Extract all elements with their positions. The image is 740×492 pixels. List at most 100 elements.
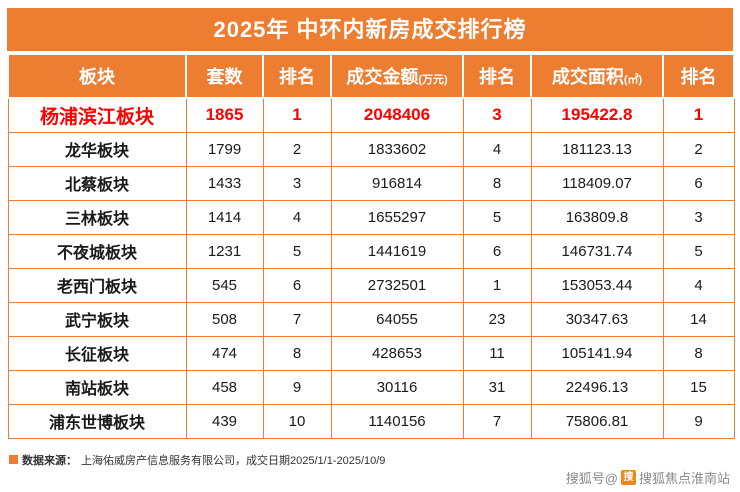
cell-amount: 1833602 (330, 131, 464, 167)
col-header-label: 成交面积 (551, 67, 624, 87)
cell-amount-rank: 6 (462, 233, 532, 269)
table-row: 南站板块 458 9 30116 31 22496.13 15 (7, 369, 735, 405)
cell-area-rank: 3 (662, 199, 735, 235)
col-header-units-rank: 排名 (262, 53, 332, 99)
cell-block: 龙华板块 (7, 131, 187, 167)
sohu-watermark: 搜狐号@ 搜 搜狐焦点淮南站 (566, 468, 730, 487)
orange-bullet-icon (9, 455, 18, 464)
cell-amount: 916814 (330, 165, 464, 201)
watermark-account-name: 搜狐焦点淮南站 (638, 471, 730, 486)
cell-block: 三林板块 (7, 199, 187, 235)
data-source-label: 数据来源： (22, 454, 77, 467)
table-header: 板块 套数 排名 成交金额(万元) 排名 成交面积(㎡) 排名 (7, 53, 735, 99)
table-row: 长征板块 474 8 428653 11 105141.94 8 (7, 335, 735, 371)
cell-area-rank: 1 (662, 97, 735, 133)
cell-amount: 1655297 (330, 199, 464, 235)
cell-area: 105141.94 (530, 335, 664, 371)
cell-area: 146731.74 (530, 233, 664, 269)
cell-amount: 1441619 (330, 233, 464, 269)
cell-area: 30347.63 (530, 301, 664, 337)
header-row: 板块 套数 排名 成交金额(万元) 排名 成交面积(㎡) 排名 (7, 53, 735, 99)
col-header-label: 排名 (680, 67, 717, 87)
cell-amount-rank: 31 (462, 369, 532, 405)
col-header-area-rank: 排名 (662, 53, 735, 99)
cell-units: 1799 (185, 131, 264, 167)
col-header-block: 板块 (7, 53, 187, 99)
cell-units-rank: 9 (262, 369, 332, 405)
table-row: 不夜城板块 1231 5 1441619 6 146731.74 5 (7, 233, 735, 269)
cell-area-rank: 6 (662, 165, 735, 201)
cell-units: 1865 (185, 97, 264, 133)
cell-block: 武宁板块 (7, 301, 187, 337)
cell-amount-rank: 7 (462, 403, 532, 439)
cell-units-rank: 7 (262, 301, 332, 337)
cell-units-rank: 4 (262, 199, 332, 235)
cell-block: 浦东世博板块 (7, 403, 187, 439)
col-header-sub: (万元) (418, 74, 448, 86)
cell-area-rank: 2 (662, 131, 735, 167)
table-row: 浦东世博板块 439 10 1140156 7 75806.81 9 (7, 403, 735, 439)
col-header-label: 板块 (79, 67, 115, 87)
data-source-text: 上海佑威房产信息服务有限公司，成交日期2025/1/1-2025/10/9 (81, 454, 386, 467)
cell-area: 195422.8 (530, 97, 664, 133)
cell-units: 439 (185, 403, 264, 439)
cell-amount-rank: 1 (462, 267, 532, 303)
cell-area-rank: 4 (662, 267, 735, 303)
cell-area: 75806.81 (530, 403, 664, 439)
cell-amount: 64055 (330, 301, 464, 337)
cell-area: 22496.13 (530, 369, 664, 405)
cell-units-rank: 1 (262, 97, 332, 133)
cell-units-rank: 10 (262, 403, 332, 439)
table-row: 北蔡板块 1433 3 916814 8 118409.07 6 (7, 165, 735, 201)
cell-amount-rank: 8 (462, 165, 532, 201)
cell-area: 181123.13 (530, 131, 664, 167)
watermark-prefix: 搜狐号@ (565, 471, 618, 486)
cell-block: 北蔡板块 (7, 165, 187, 201)
cell-units-rank: 3 (262, 165, 332, 201)
cell-area: 163809.8 (530, 199, 664, 235)
cell-block: 南站板块 (7, 369, 187, 405)
cell-amount: 428653 (330, 335, 464, 371)
cell-area: 118409.07 (530, 165, 664, 201)
cell-amount-rank: 5 (462, 199, 532, 235)
sohu-logo-icon: 搜 (620, 470, 636, 485)
cell-amount: 2732501 (330, 267, 464, 303)
table-row: 杨浦滨江板块 1865 1 2048406 3 195422.8 1 (7, 97, 735, 133)
cell-area-rank: 9 (662, 403, 735, 439)
table-body: 杨浦滨江板块 1865 1 2048406 3 195422.8 1 龙华板块 1799 2 183… (7, 97, 735, 439)
cell-block: 杨浦滨江板块 (7, 97, 187, 133)
cell-amount-rank: 11 (462, 335, 532, 371)
cell-units-rank: 6 (262, 267, 332, 303)
cell-amount-rank: 3 (462, 97, 532, 133)
cell-units: 545 (185, 267, 264, 303)
cell-units-rank: 5 (262, 233, 332, 269)
cell-amount-rank: 23 (462, 301, 532, 337)
table-row: 老西门板块 545 6 2732501 1 153053.44 4 (7, 267, 735, 303)
col-header-label: 套数 (206, 67, 243, 87)
cell-amount: 2048406 (330, 97, 464, 133)
cell-block: 长征板块 (7, 335, 187, 371)
col-header-area: 成交面积(㎡) (530, 53, 664, 99)
col-header-label: 排名 (279, 67, 315, 87)
cell-area-rank: 15 (662, 369, 735, 405)
cell-units: 508 (185, 301, 264, 337)
table-row: 龙华板块 1799 2 1833602 4 181123.13 2 (7, 131, 735, 167)
cell-area-rank: 14 (662, 301, 735, 337)
col-header-amount: 成交金额(万元) (330, 53, 464, 99)
cell-block: 不夜城板块 (7, 233, 187, 269)
cell-amount-rank: 4 (462, 131, 532, 167)
ranking-table: 板块 套数 排名 成交金额(万元) 排名 成交面积(㎡) 排名 杨浦滨江板块 18… (7, 53, 735, 439)
col-header-units: 套数 (185, 53, 264, 99)
cell-area: 153053.44 (530, 267, 664, 303)
cell-area-rank: 8 (662, 335, 735, 371)
table-row: 武宁板块 508 7 64055 23 30347.63 14 (7, 301, 735, 337)
cell-units-rank: 8 (262, 335, 332, 371)
cell-units: 1231 (185, 233, 264, 269)
cell-units: 1433 (185, 165, 264, 201)
col-header-amount-rank: 排名 (462, 53, 532, 99)
cell-amount: 30116 (330, 369, 464, 405)
data-source-note: 数据来源： 上海佑威房产信息服务有限公司，成交日期2025/1/1-2025/1… (7, 452, 733, 468)
col-header-label: 排名 (479, 67, 515, 87)
page-title: 2025年 中环内新房成交排行榜 (7, 8, 733, 51)
